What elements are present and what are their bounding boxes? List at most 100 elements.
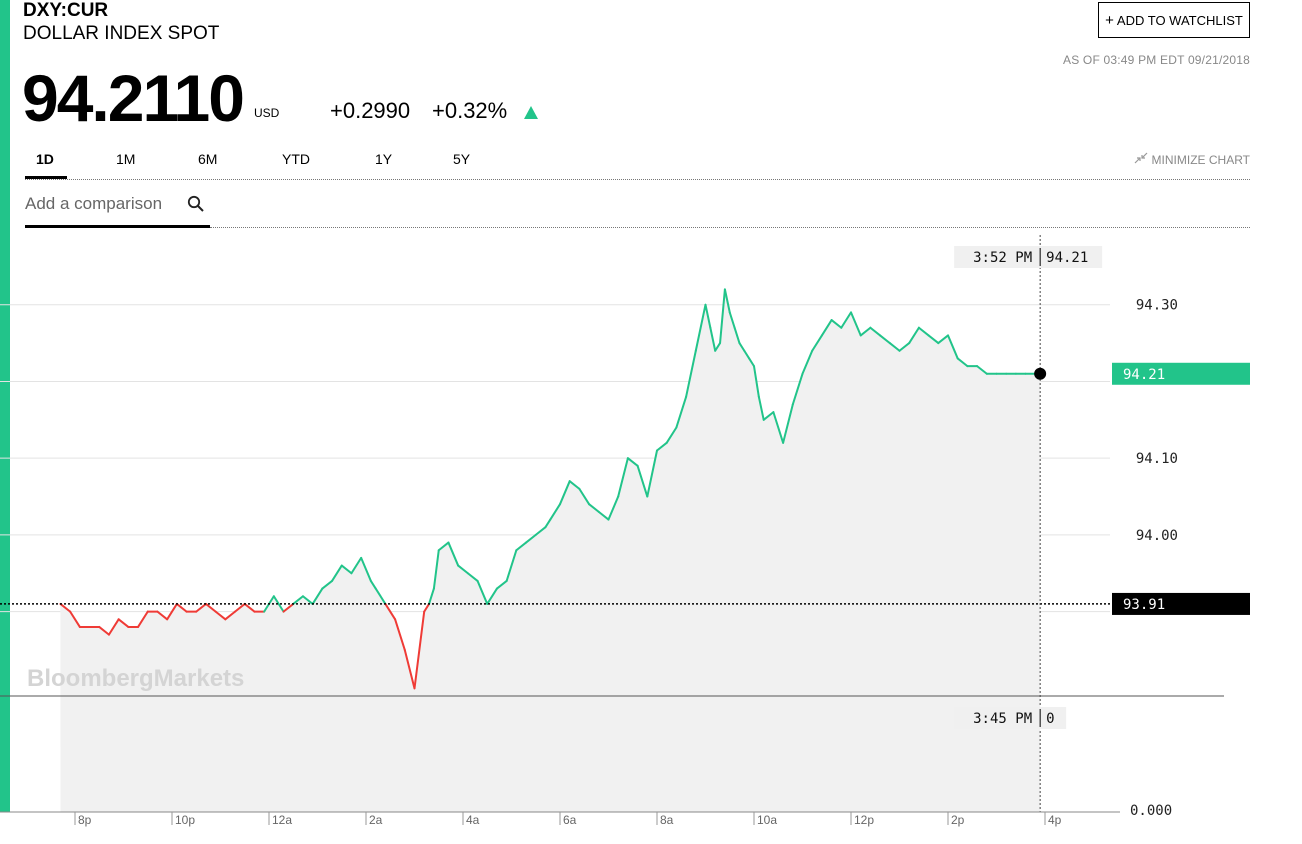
price-segment [117, 618, 130, 628]
price-segment [350, 556, 363, 575]
watchlist-label: ADD TO WATCHLIST [1116, 12, 1243, 28]
as-of-timestamp: AS OF 03:49 PM EDT 09/21/2018 [1062, 53, 1250, 67]
price-segment [898, 342, 911, 352]
tab-1m[interactable]: 1M [116, 151, 136, 167]
minimize-label: MINIMIZE CHART [1151, 153, 1250, 167]
price-segment [850, 311, 862, 337]
price-segment [753, 365, 760, 398]
x-tick-label: 4a [466, 813, 480, 827]
price-segment [515, 541, 528, 552]
price-segment [384, 602, 397, 621]
price-segment [413, 610, 426, 690]
divider [210, 227, 1250, 228]
price-segment [243, 602, 256, 613]
price-segment [626, 457, 639, 467]
tab-5y[interactable]: 5Y [453, 151, 471, 167]
price-segment [709, 326, 717, 352]
price-segment [311, 587, 324, 605]
price-segment [428, 587, 435, 605]
price-segment [224, 610, 237, 621]
price-segment [394, 618, 406, 651]
tab-ytd[interactable]: YTD [282, 151, 310, 167]
price-segment [374, 587, 387, 605]
price-segment [675, 395, 688, 429]
price-segment [272, 595, 285, 613]
price-segment [830, 319, 843, 329]
volume-axis-label: 0.000 [1130, 803, 1172, 819]
x-tick-label: 10p [175, 813, 195, 827]
price-segment [617, 457, 629, 498]
price-segment [607, 495, 620, 521]
x-tick-label: 4p [1048, 813, 1062, 827]
plus-icon: + [1105, 11, 1114, 29]
price-segment [137, 610, 149, 628]
price-segment [762, 411, 775, 421]
price-segment [656, 441, 668, 452]
price-segment [859, 326, 872, 337]
price-segment [791, 372, 804, 406]
price-segment [568, 480, 581, 490]
price-segment [578, 487, 591, 506]
price-segment [486, 587, 498, 605]
add-to-watchlist-button[interactable]: + ADD TO WATCHLIST [1098, 2, 1250, 38]
price-segment [495, 579, 508, 590]
price-segment [733, 326, 741, 345]
price-segment [423, 602, 431, 613]
price-segment [321, 579, 334, 590]
comparison-placeholder: Add a comparison [25, 194, 163, 213]
accent-bar [0, 0, 10, 812]
price-segment [743, 349, 751, 360]
price-segment [719, 288, 726, 345]
price-change: +0.2990 [330, 98, 411, 123]
price-segment [685, 349, 697, 398]
price-segment [636, 464, 649, 498]
price-segment [403, 648, 416, 690]
x-tick-label: 6a [563, 813, 577, 827]
x-tick-label: 8p [78, 813, 92, 827]
up-arrow-icon [524, 106, 538, 119]
price-segment [772, 411, 785, 444]
price-segment [588, 503, 600, 513]
price-segment [976, 365, 988, 375]
price-segment [447, 541, 460, 567]
price-segment [525, 533, 537, 544]
price-segment [956, 357, 969, 368]
previous-close-label: 93.91 [1123, 597, 1165, 613]
price-segment [69, 610, 81, 628]
tab-1y[interactable]: 1Y [375, 151, 393, 167]
price-segment [811, 334, 823, 352]
price-segment [728, 311, 736, 329]
comparison-search[interactable]: Add a comparison [25, 186, 210, 228]
price-segment [340, 564, 353, 575]
last-price: 94.2110 [22, 61, 245, 135]
price-segment [156, 610, 169, 621]
price-segment [748, 357, 755, 368]
tab-6m[interactable]: 6M [198, 151, 218, 167]
volume-tooltip [954, 707, 1067, 729]
minimize-chart-button[interactable]: MINIMIZE CHART [1134, 152, 1250, 167]
x-tick-label: 12p [854, 813, 874, 827]
price-segment [694, 303, 707, 352]
range-tabs: 1D 1M 6M YTD 1Y 5Y [25, 148, 1250, 180]
price-segment [801, 349, 814, 375]
price-segment [107, 618, 120, 636]
price-segment [646, 449, 658, 498]
price-segment [869, 326, 882, 337]
tab-1d[interactable]: 1D [36, 151, 54, 167]
percent-change: +0.32% [432, 98, 508, 123]
price-segment [432, 549, 440, 590]
active-tab-indicator [25, 176, 67, 179]
crosshair-tooltip [954, 246, 1103, 268]
price-segment [723, 288, 731, 314]
price-segment [175, 602, 188, 613]
previous-close-box [1112, 592, 1250, 615]
price-segment [704, 303, 712, 329]
search-icon[interactable] [187, 195, 205, 218]
minimize-arrows-icon [1134, 152, 1148, 167]
price-segment [476, 579, 489, 605]
volume-time: 3:45 PM [973, 711, 1032, 727]
price-segment [534, 526, 547, 536]
price-segment [59, 602, 72, 613]
price-segment [917, 326, 930, 337]
price-segment [234, 602, 246, 613]
